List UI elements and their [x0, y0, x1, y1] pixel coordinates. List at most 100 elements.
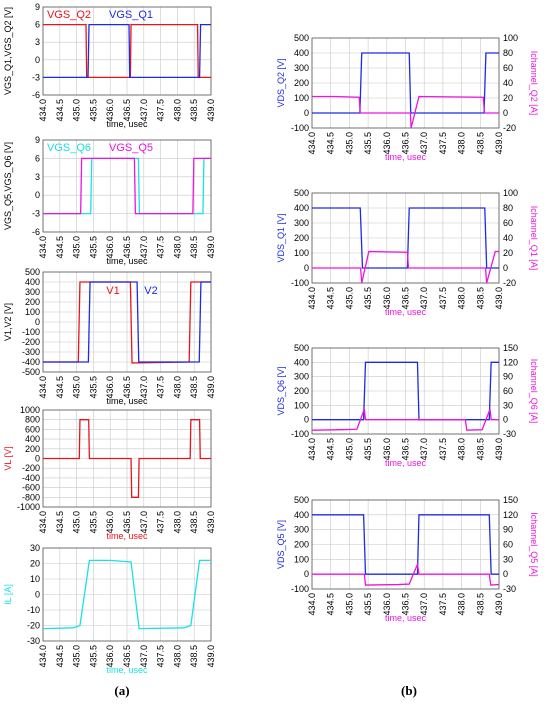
y2-tick-label: 120: [503, 357, 518, 367]
x-tick-label: 437.5: [156, 99, 166, 122]
x-tick-label: 434.5: [326, 287, 336, 310]
x-tick-label: 438.5: [189, 99, 199, 122]
y2-tick-label: 40: [503, 78, 513, 88]
x-tick-label: 434.0: [307, 132, 317, 155]
x-tick-label: 437.5: [156, 511, 166, 534]
x-tick-label: 439.0: [206, 99, 216, 122]
y-tick-label: 500: [294, 495, 309, 505]
y-tick-label: 200: [294, 540, 309, 550]
y-tick-label: 3: [35, 172, 40, 182]
y-tick-label: -500: [22, 367, 40, 377]
y-tick-label: 200: [25, 444, 40, 454]
x-tick-label: 437.0: [139, 99, 149, 122]
x-tick-label: 439.0: [494, 438, 504, 461]
x-tick-label: 435.0: [72, 236, 82, 259]
x-tick-label: 435.0: [72, 376, 82, 399]
y2-axis-label: Ichannel_Q6 [A]: [529, 359, 539, 424]
chart-vds-q6: 434.0 434.5 435.0 435.5 436.0 436.5 437.0 437.5…: [276, 343, 539, 468]
x-tick-label: 434.0: [307, 438, 317, 461]
y-tick-label: 0: [304, 263, 309, 273]
plot-frame: [42, 271, 212, 373]
y-axis-label: VGS_Q1,VGS_Q2 [V]: [3, 7, 13, 95]
y2-tick-label: 150: [503, 343, 518, 353]
x-tick-label: 437.0: [419, 593, 429, 616]
y-tick-label: 400: [294, 203, 309, 213]
plot-frame: [311, 37, 500, 129]
y2-tick-label: -30: [503, 584, 516, 594]
chart-vgs-q1-q2: 434.0 434.5 435.0 435.5 436.0 436.5 437.0 437.5…: [3, 2, 216, 129]
y2-tick-label: 120: [503, 510, 518, 520]
x-tick-label: 435.0: [72, 511, 82, 534]
y2-tick-label: 90: [503, 525, 513, 535]
x-tick-label: 437.5: [156, 376, 166, 399]
y-tick-label: 20: [30, 559, 40, 569]
y2-tick-label: 60: [503, 386, 513, 396]
y2-tick-label: 0: [503, 415, 508, 425]
x-tick-label: 436.5: [122, 511, 132, 534]
y-tick-label: 500: [25, 267, 40, 277]
y-tick-label: 0: [35, 190, 40, 200]
x-tick-label: 437.5: [156, 236, 166, 259]
y-tick-label: 300: [294, 372, 309, 382]
y2-tick-label: 100: [503, 188, 518, 198]
y2-axis-label: Ichannel_Q1 [A]: [529, 206, 539, 271]
y2-tick-label: -20: [503, 278, 516, 288]
x-tick-label: 436.0: [105, 511, 115, 534]
series-v2: [43, 281, 211, 363]
y2-tick-label: 0: [503, 263, 508, 273]
x-tick-label: 435.5: [363, 438, 373, 461]
x-axis-label: time, usec: [106, 665, 148, 675]
x-tick-label: 434.5: [55, 645, 65, 668]
y-axis-label: VDS_Q2 [V]: [276, 58, 286, 107]
y2-tick-label: 0: [503, 569, 508, 579]
chart-vds-q5: 434.0 434.5 435.0 435.5 436.0 436.5 437.0 437.5…: [276, 495, 539, 623]
x-tick-label: 435.5: [363, 287, 373, 310]
x-tick-label: 434.5: [326, 438, 336, 461]
x-tick-label: 435.0: [344, 132, 354, 155]
y-tick-label: 400: [294, 357, 309, 367]
y2-tick-label: 100: [503, 33, 518, 43]
x-tick-label: 434.0: [38, 376, 48, 399]
y2-tick-label: 40: [503, 233, 513, 243]
chart-vds-q2: 434.0 434.5 435.0 435.5 436.0 436.5 437.0 437.5…: [276, 33, 539, 162]
x-tick-label: 437.0: [419, 438, 429, 461]
x-axis-label: time, usec: [385, 152, 427, 162]
x-tick-label: 434.5: [326, 593, 336, 616]
y-tick-label: -400: [22, 473, 40, 483]
y-tick-label: 100: [25, 307, 40, 317]
y-tick-label: -6: [32, 90, 40, 100]
x-tick-label: 438.0: [172, 511, 182, 534]
y-tick-label: 400: [25, 277, 40, 287]
x-tick-label: 434.5: [55, 236, 65, 259]
x-tick-label: 435.5: [88, 511, 98, 534]
y-tick-label: 0: [304, 415, 309, 425]
x-tick-label: 436.0: [382, 132, 392, 155]
x-tick-label: 438.5: [475, 132, 485, 155]
x-tick-label: 438.0: [457, 593, 467, 616]
series-vds-q5: [312, 514, 499, 575]
y2-tick-label: 80: [503, 203, 513, 213]
x-tick-label: 439.0: [206, 376, 216, 399]
y-tick-label: -300: [22, 347, 40, 357]
y2-axis-label: Ichannel_Q2 [A]: [529, 51, 539, 116]
chart-il: 434.0 434.5 435.0 435.5 436.0 436.5 437.0 437.5…: [3, 543, 216, 675]
x-tick-label: 437.0: [139, 236, 149, 259]
y-tick-label: 200: [294, 386, 309, 396]
x-tick-label: 438.0: [172, 376, 182, 399]
x-tick-label: 435.0: [344, 438, 354, 461]
y2-tick-label: 90: [503, 372, 513, 382]
x-tick-label: 438.5: [475, 593, 485, 616]
chart-vds-q1: 434.0 434.5 435.0 435.5 436.0 436.5 437.0 437.5…: [276, 188, 539, 317]
y-tick-label: 100: [294, 400, 309, 410]
y-tick-label: 400: [294, 510, 309, 520]
y-tick-label: 9: [35, 2, 40, 12]
y-tick-label: 500: [294, 188, 309, 198]
y2-tick-label: 60: [503, 540, 513, 550]
y-tick-label: 100: [294, 554, 309, 564]
y-tick-label: 0: [35, 317, 40, 327]
panel-a: 434.0 434.5 435.0 435.5 436.0 436.5 437.0 437.5…: [3, 2, 216, 675]
x-tick-label: 435.5: [88, 236, 98, 259]
series-vl: [43, 419, 211, 498]
chart-vgs-q5-q6: 434.0 434.5 435.0 435.5 436.0 436.5 437.0 437.5…: [3, 135, 216, 266]
